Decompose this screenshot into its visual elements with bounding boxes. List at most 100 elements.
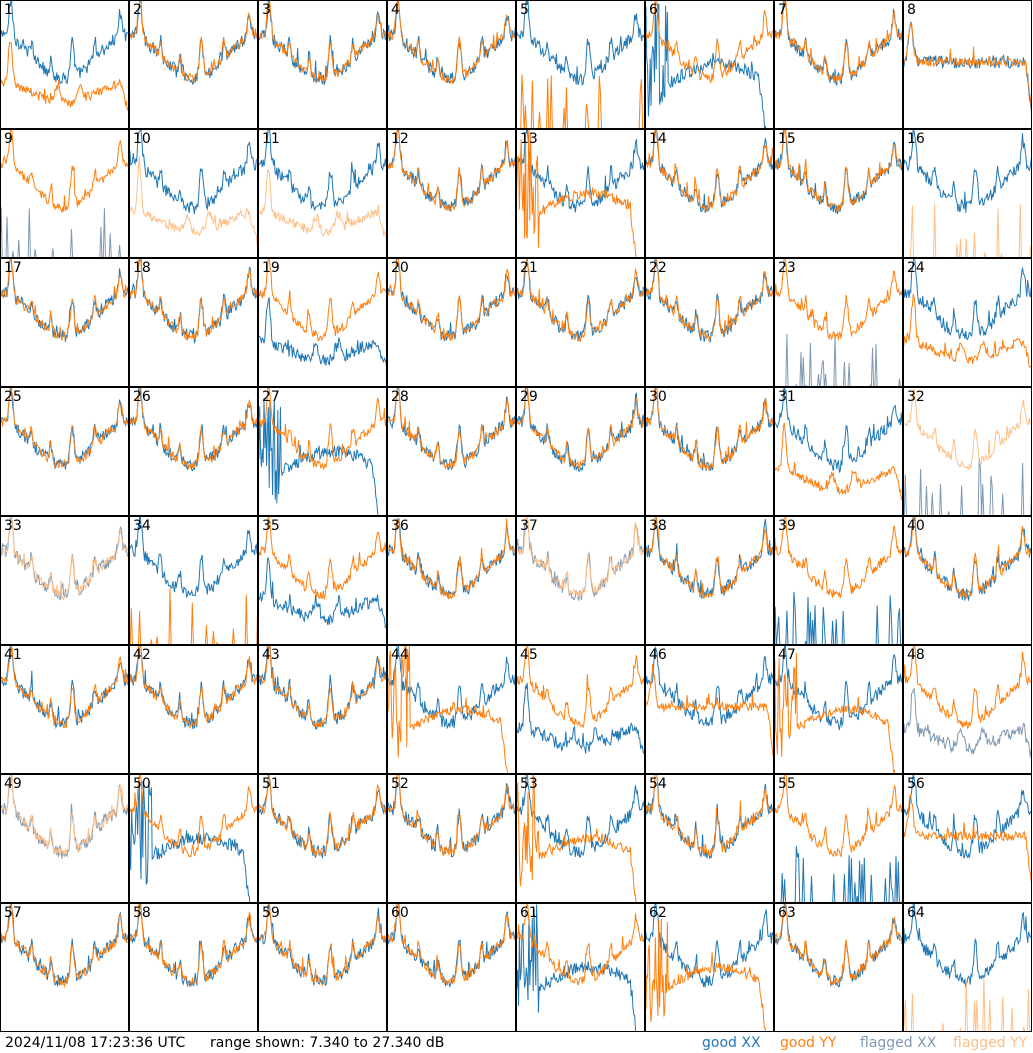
panel-1: 1 bbox=[0, 0, 129, 129]
panel-31-frame bbox=[774, 387, 903, 516]
panel-62-yy-line bbox=[645, 918, 767, 1032]
panel-7-frame bbox=[774, 0, 903, 129]
panel-47: 47 bbox=[774, 645, 903, 774]
panel-15-frame bbox=[774, 129, 903, 258]
panel-56: 56 bbox=[903, 774, 1032, 903]
panel-45-xx-line bbox=[516, 682, 645, 756]
panel-13-yy-line bbox=[516, 129, 637, 258]
panel-3-yy-line bbox=[258, 1, 387, 83]
panel-7-yy-line bbox=[774, 0, 903, 83]
panel-56-label: 56 bbox=[907, 776, 925, 792]
panel-14-frame bbox=[645, 129, 774, 258]
panel-43-yy-line bbox=[258, 645, 387, 728]
panel-51-label: 51 bbox=[262, 776, 280, 792]
panel-10: 10 bbox=[129, 129, 258, 258]
panel-8-yy-line bbox=[903, 21, 1032, 113]
panel-31: 31 bbox=[774, 387, 903, 516]
panel-2-xx-line bbox=[129, 0, 258, 86]
panel-19-label: 19 bbox=[262, 260, 280, 276]
panel-31-label: 31 bbox=[778, 389, 796, 405]
panel-7-xx-line bbox=[774, 0, 903, 87]
panel-14-yy-line bbox=[645, 129, 774, 213]
panel-2-frame bbox=[129, 0, 258, 129]
panel-54: 54 bbox=[645, 774, 774, 903]
panel-35-label: 35 bbox=[262, 518, 280, 534]
panel-53-label: 53 bbox=[520, 776, 538, 792]
panel-59-yy-line bbox=[258, 903, 387, 987]
panel-39-xx-line bbox=[774, 591, 902, 645]
panel-61-frame bbox=[516, 903, 645, 1032]
panel-27-label: 27 bbox=[262, 389, 280, 405]
panel-46-yy-line bbox=[645, 663, 774, 761]
panel-1-label: 1 bbox=[4, 2, 13, 18]
panel-21-xx-line bbox=[516, 258, 645, 342]
panel-60-xx-line bbox=[387, 903, 516, 988]
panel-11-frame bbox=[258, 129, 387, 258]
panel-38-yy-line bbox=[645, 516, 774, 600]
panel-38-frame bbox=[645, 516, 774, 645]
panel-6: 6 bbox=[645, 0, 774, 129]
panel-19-xx-line bbox=[258, 297, 387, 377]
panel-16-label: 16 bbox=[907, 131, 925, 147]
panel-50-xx-line bbox=[129, 780, 251, 903]
panel-11-label: 11 bbox=[262, 131, 280, 147]
panel-59: 59 bbox=[258, 903, 387, 1032]
panel-23-frame bbox=[774, 258, 903, 387]
panel-23-yy-line bbox=[774, 258, 903, 341]
panel-60-label: 60 bbox=[391, 905, 409, 921]
panel-8-label: 8 bbox=[907, 2, 916, 18]
panel-29-label: 29 bbox=[520, 389, 538, 405]
panel-18-yy-line bbox=[129, 258, 258, 341]
panel-28-label: 28 bbox=[391, 389, 409, 405]
panel-33: 33 bbox=[0, 516, 129, 645]
panel-16-frame bbox=[903, 129, 1032, 258]
panel-13-label: 13 bbox=[520, 131, 538, 147]
panel-29-yy-line bbox=[516, 387, 645, 470]
panel-44-yy-line bbox=[387, 645, 509, 774]
panel-35-frame bbox=[258, 516, 387, 645]
panel-45: 45 bbox=[516, 645, 645, 774]
panel-4-xx-line bbox=[387, 0, 516, 84]
panel-31-xx-line bbox=[774, 387, 903, 474]
panel-15-label: 15 bbox=[778, 131, 796, 147]
panel-33-label: 33 bbox=[4, 518, 22, 534]
panel-44-frame bbox=[387, 645, 516, 774]
panel-3: 3 bbox=[258, 0, 387, 129]
panel-9-yy-line bbox=[0, 129, 129, 214]
panel-36: 36 bbox=[387, 516, 516, 645]
panel-40: 40 bbox=[903, 516, 1032, 645]
panel-8: 8 bbox=[903, 0, 1032, 129]
panel-25-yy-line bbox=[0, 387, 129, 469]
panel-28: 28 bbox=[387, 387, 516, 516]
panel-18-label: 18 bbox=[133, 260, 151, 276]
panel-61-label: 61 bbox=[520, 905, 538, 921]
panel-21-yy-line bbox=[516, 258, 645, 343]
panel-37-label: 37 bbox=[520, 518, 538, 534]
panel-6-frame bbox=[645, 0, 774, 129]
panel-62-frame bbox=[645, 903, 774, 1032]
panel-26-frame bbox=[129, 387, 258, 516]
panel-21-label: 21 bbox=[520, 260, 538, 276]
panel-21-frame bbox=[516, 258, 645, 387]
panel-8-frame bbox=[903, 0, 1032, 129]
panel-51: 51 bbox=[258, 774, 387, 903]
panel-51-xx-line bbox=[258, 774, 387, 859]
panel-3-xx-line bbox=[258, 0, 387, 87]
panel-44-label: 44 bbox=[391, 647, 409, 663]
panel-53-frame bbox=[516, 774, 645, 903]
panel-37-yy-line bbox=[516, 516, 645, 598]
panel-39-yy-line bbox=[774, 516, 903, 599]
panel-52: 52 bbox=[387, 774, 516, 903]
panel-4-yy-line bbox=[387, 0, 516, 85]
panel-7: 7 bbox=[774, 0, 903, 129]
panel-26-label: 26 bbox=[133, 389, 151, 405]
panel-63-yy-line bbox=[774, 903, 903, 987]
panel-14: 14 bbox=[645, 129, 774, 258]
panel-63-xx-line bbox=[774, 903, 903, 988]
panel-25: 25 bbox=[0, 387, 129, 516]
panel-35-xx-line bbox=[258, 557, 387, 629]
panel-46: 46 bbox=[645, 645, 774, 774]
panel-42-yy-line bbox=[129, 645, 258, 730]
panel-34-yy-line bbox=[129, 588, 258, 645]
panel-43-label: 43 bbox=[262, 647, 280, 663]
